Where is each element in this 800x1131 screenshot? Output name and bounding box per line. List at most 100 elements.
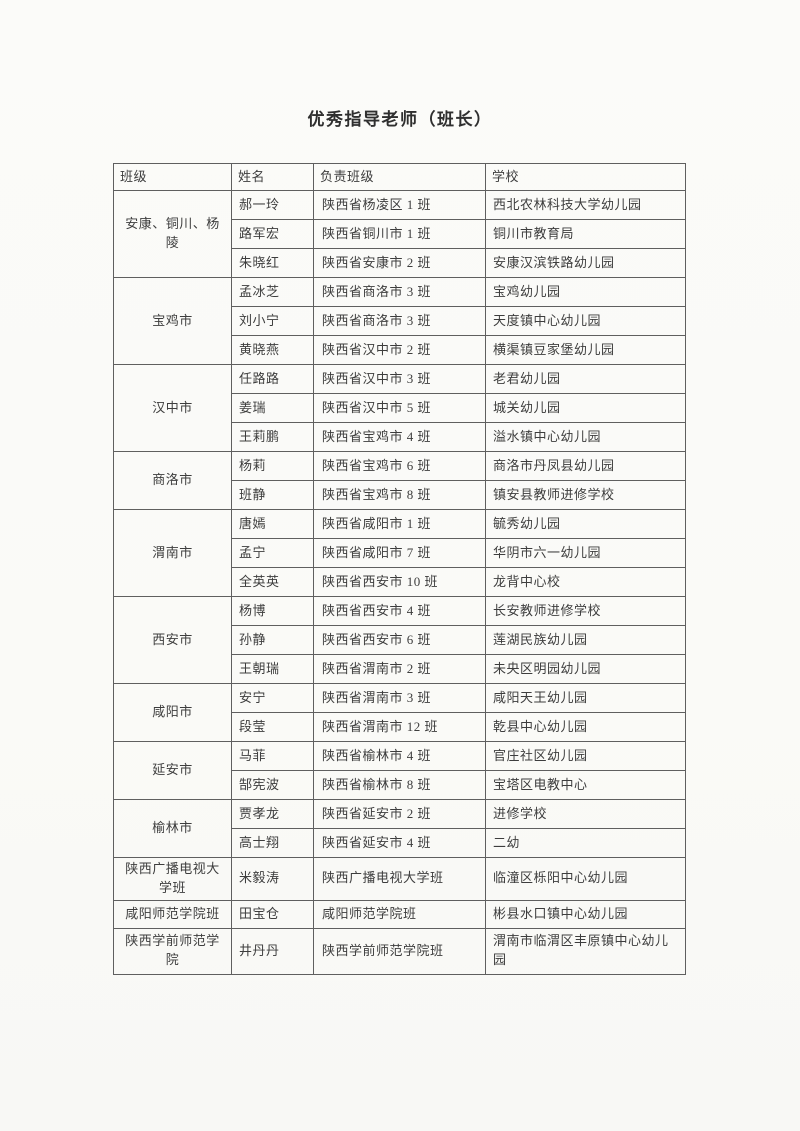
cell-school: 安康汉滨铁路幼儿园 [485, 248, 686, 278]
cell-class: 陕西省汉中市 3 班 [313, 364, 486, 394]
cell-name: 朱晓红 [231, 248, 314, 278]
table-row: 孟宁 陕西省咸阳市 7 班华阴市六一幼儿园 [114, 538, 686, 568]
table-row: 咸阳师范学院班 田宝仓 咸阳师范学院班 彬县水口镇中心幼儿园 [113, 899, 686, 929]
table-row: 班静 陕西省宝鸡市 8 班镇安县教师进修学校 [114, 480, 686, 510]
table-row: 朱晓红 陕西省安康市 2 班安康汉滨铁路幼儿园 [114, 248, 686, 278]
cell-school: 商洛市丹凤县幼儿园 [485, 451, 686, 481]
cell-name: 贾孝龙 [231, 799, 314, 829]
group-cell: 榆林市 [113, 799, 232, 858]
group-cell: 咸阳师范学院班 [113, 899, 232, 929]
cell-class: 陕西省商洛市 3 班 [313, 306, 486, 336]
cell-name: 高士翔 [231, 828, 314, 858]
cell-school: 铜川市教育局 [485, 219, 686, 249]
cell-class: 陕西广播电视大学班 [313, 857, 486, 901]
cell-school: 临潼区栎阳中心幼儿园 [485, 857, 686, 901]
table-row: 汉中市 任路路 陕西省汉中市 3 班老君幼儿园 [113, 364, 686, 452]
cell-name: 马菲 [231, 741, 314, 771]
cell-class: 陕西省宝鸡市 8 班 [313, 480, 486, 510]
cell-class: 陕西省汉中市 2 班 [313, 335, 486, 365]
cell-name: 王莉鹏 [231, 422, 314, 452]
table-row: 路军宏 陕西省铜川市 1 班铜川市教育局 [114, 219, 686, 249]
cell-name: 郜宪波 [231, 770, 314, 800]
cell-school: 咸阳天王幼儿园 [485, 683, 686, 713]
table-row: 商洛市 杨莉 陕西省宝鸡市 6 班商洛市丹凤县幼儿园 [113, 451, 686, 510]
group-cell: 安康、铜川、杨陵 [113, 190, 232, 278]
cell-name: 杨莉 [231, 451, 314, 481]
col-header-class: 负责班级 [313, 163, 486, 191]
cell-name: 安宁 [231, 683, 314, 713]
cell-name: 郝一玲 [231, 190, 314, 220]
table-row: 渭南市 唐嫣 陕西省咸阳市 1 班毓秀幼儿园 [113, 509, 686, 597]
cell-school: 乾县中心幼儿园 [485, 712, 686, 742]
group-cell: 西安市 [113, 596, 232, 684]
cell-school: 老君幼儿园 [485, 364, 686, 394]
table-row: 延安市 马菲 陕西省榆林市 4 班官庄社区幼儿园 [113, 741, 686, 800]
cell-name: 王朝瑞 [231, 654, 314, 684]
cell-class: 陕西省宝鸡市 4 班 [313, 422, 486, 452]
cell-class: 陕西省咸阳市 7 班 [313, 538, 486, 568]
table-row: 陕西广播电视大学班 米毅涛 陕西广播电视大学班 临潼区栎阳中心幼儿园 [113, 857, 686, 901]
col-header-school: 学校 [485, 163, 686, 191]
cell-class: 陕西省宝鸡市 6 班 [313, 451, 486, 481]
table-row: 咸阳市 安宁 陕西省渭南市 3 班咸阳天王幼儿园 [113, 683, 686, 742]
table-row: 陕西学前师范学院 井丹丹 陕西学前师范学院班 渭南市临渭区丰原镇中心幼儿园 [113, 927, 686, 975]
cell-class: 陕西省杨凌区 1 班 [313, 190, 486, 220]
cell-school: 溢水镇中心幼儿园 [485, 422, 686, 452]
cell-name: 班静 [231, 480, 314, 510]
cell-name: 杨博 [231, 596, 314, 626]
table-row: 安康、铜川、杨陵 郝一玲 陕西省杨凌区 1 班西北农林科技大学幼儿园 [113, 190, 686, 278]
group-cell: 渭南市 [113, 509, 232, 597]
cell-class: 陕西省榆林市 8 班 [313, 770, 486, 800]
cell-name: 路军宏 [231, 219, 314, 249]
cell-school: 宝鸡幼儿园 [485, 277, 686, 307]
col-header-name: 姓名 [231, 163, 314, 191]
group-cell: 陕西广播电视大学班 [113, 857, 232, 901]
cell-name: 田宝仓 [231, 899, 314, 929]
cell-class: 咸阳师范学院班 [313, 899, 486, 929]
group-cell: 咸阳市 [113, 683, 232, 742]
cell-name: 唐嫣 [231, 509, 314, 539]
table-row: 孙静 陕西省西安市 6 班莲湖民族幼儿园 [114, 625, 686, 655]
teachers-table: 班级 姓名 负责班级 学校 安康、铜川、杨陵 郝一玲 陕西省杨凌区 1 班西北农林科… [113, 163, 686, 975]
table-header: 班级 姓名 负责班级 学校 [113, 163, 686, 191]
cell-school: 西北农林科技大学幼儿园 [485, 190, 686, 220]
table-row: 全英英 陕西省西安市 10 班龙背中心校 [114, 567, 686, 597]
cell-school: 天度镇中心幼儿园 [485, 306, 686, 336]
cell-name: 米毅涛 [231, 857, 314, 901]
group-cell: 商洛市 [113, 451, 232, 510]
cell-name: 姜瑞 [231, 393, 314, 423]
group-cell: 延安市 [113, 741, 232, 800]
group-cell: 陕西学前师范学院 [113, 927, 232, 975]
cell-name: 孟冰芝 [231, 277, 314, 307]
table-row: 刘小宁 陕西省商洛市 3 班天度镇中心幼儿园 [114, 306, 686, 336]
cell-school: 彬县水口镇中心幼儿园 [485, 899, 686, 929]
cell-class: 陕西省西安市 10 班 [313, 567, 486, 597]
table-body: 安康、铜川、杨陵 郝一玲 陕西省杨凌区 1 班西北农林科技大学幼儿园 路军宏 陕西省铜川… [113, 190, 686, 975]
cell-school: 毓秀幼儿园 [485, 509, 686, 539]
cell-school: 城关幼儿园 [485, 393, 686, 423]
cell-name: 孙静 [231, 625, 314, 655]
cell-name: 黄晓燕 [231, 335, 314, 365]
cell-name: 全英英 [231, 567, 314, 597]
cell-class: 陕西省西安市 6 班 [313, 625, 486, 655]
cell-class: 陕西省铜川市 1 班 [313, 219, 486, 249]
cell-school: 宝塔区电教中心 [485, 770, 686, 800]
cell-school: 官庄社区幼儿园 [485, 741, 686, 771]
cell-school: 进修学校 [485, 799, 686, 829]
cell-class: 陕西省延安市 2 班 [313, 799, 486, 829]
cell-class: 陕西省汉中市 5 班 [313, 393, 486, 423]
cell-school: 未央区明园幼儿园 [485, 654, 686, 684]
cell-school: 华阴市六一幼儿园 [485, 538, 686, 568]
table-row: 王朝瑞 陕西省渭南市 2 班未央区明园幼儿园 [114, 654, 686, 684]
cell-class: 陕西省渭南市 3 班 [313, 683, 486, 713]
group-cell: 汉中市 [113, 364, 232, 452]
cell-name: 孟宁 [231, 538, 314, 568]
table-row: 西安市 杨博 陕西省西安市 4 班长安教师进修学校 [113, 596, 686, 684]
table-row: 榆林市 贾孝龙 陕西省延安市 2 班进修学校 [113, 799, 686, 858]
cell-class: 陕西省安康市 2 班 [313, 248, 486, 278]
cell-class: 陕西省渭南市 2 班 [313, 654, 486, 684]
cell-school: 渭南市临渭区丰原镇中心幼儿园 [485, 927, 686, 975]
header-row: 班级 姓名 负责班级 学校 [113, 163, 686, 191]
cell-class: 陕西省商洛市 3 班 [313, 277, 486, 307]
